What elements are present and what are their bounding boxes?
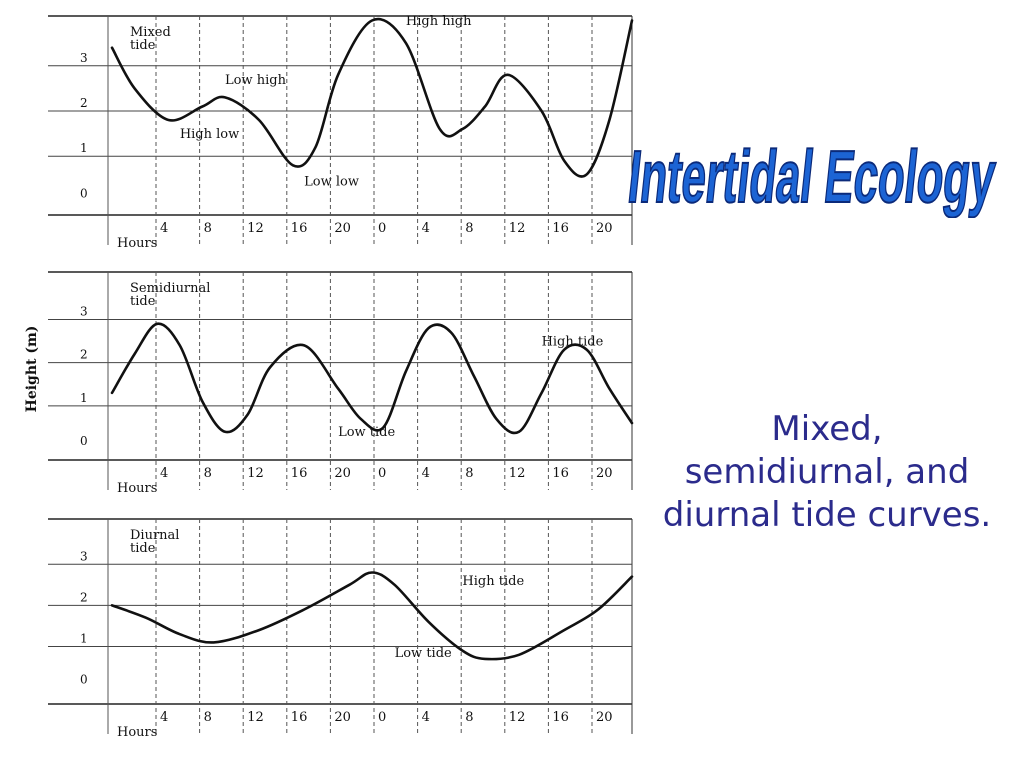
x-tick-label: 20: [334, 710, 351, 725]
x-tick-label: 20: [334, 221, 351, 236]
chart-title-line: Semidiurnal: [130, 281, 210, 296]
chart-title-line: tide: [130, 38, 156, 53]
x-tick-label: 12: [509, 221, 526, 236]
x-tick-label: 16: [291, 710, 308, 725]
y-tick-label: 2: [80, 590, 88, 604]
y-tick-label: 2: [80, 348, 88, 362]
y-tick-label: 1: [80, 391, 88, 405]
slide-caption: Mixed, semidiurnal, and diurnal tide cur…: [662, 409, 992, 535]
x-tick-label: 12: [247, 221, 264, 236]
x-tick-label: 4: [422, 221, 430, 236]
x-tick-label: 8: [465, 221, 473, 236]
x-tick-label: 8: [465, 710, 473, 725]
x-tick-label: 4: [160, 221, 168, 236]
y-axis-label: Height (m): [24, 326, 40, 413]
slide-title: Intertidal Ecology: [628, 135, 999, 218]
x-tick-label: 8: [204, 221, 212, 236]
tide-curve: [110, 571, 634, 661]
x-tick-label: 12: [509, 710, 526, 725]
x-tick-label: 16: [291, 221, 308, 236]
chart-title: Mixed tide: [130, 25, 171, 53]
annotation-label: Low tide: [338, 425, 395, 440]
chart-title: Diurnal tide: [130, 528, 179, 556]
x-tick-label: 8: [204, 466, 212, 481]
x-tick-label: 16: [552, 221, 569, 236]
x-axis-label: Hours: [117, 725, 157, 740]
chart-title-line: Mixed: [130, 25, 171, 40]
y-tick-label: 1: [80, 632, 88, 646]
annotation-label: High tide: [542, 334, 604, 349]
y-tick-label: 3: [80, 305, 88, 319]
x-tick-label: 12: [509, 466, 526, 481]
x-tick-label: 12: [247, 466, 264, 481]
x-tick-label: 20: [596, 466, 613, 481]
annotation-label: High tide: [462, 574, 524, 589]
annotation-label: High high: [406, 14, 472, 29]
x-tick-label: 4: [160, 710, 168, 725]
y-tick-label: 0: [80, 186, 88, 200]
x-tick-label: 8: [465, 466, 473, 481]
annotation-label: Low low: [304, 175, 359, 190]
x-tick-label: 16: [291, 466, 308, 481]
x-tick-label: 0: [378, 221, 386, 236]
tide-curve: [110, 322, 634, 435]
annotation-label: Low tide: [395, 646, 452, 661]
y-tick-label: 0: [80, 434, 88, 448]
x-tick-label: 4: [160, 466, 168, 481]
chart-title-line: tide: [130, 541, 156, 556]
x-tick-label: 12: [247, 710, 264, 725]
chart-title: Semidiurnal tide: [130, 281, 210, 309]
x-tick-label: 4: [422, 466, 430, 481]
annotation-label: High low: [180, 127, 239, 142]
x-axis-label: Hours: [117, 236, 157, 251]
x-tick-label: 0: [378, 466, 386, 481]
x-tick-label: 20: [334, 466, 351, 481]
x-tick-label: 20: [596, 221, 613, 236]
chart-title-line: Diurnal: [130, 528, 179, 543]
y-tick-label: 3: [80, 51, 88, 65]
slide-title-wordart: Intertidal Ecology: [628, 134, 1000, 218]
x-tick-label: 4: [422, 710, 430, 725]
chart-title-line: tide: [130, 294, 156, 309]
x-tick-label: 0: [378, 710, 386, 725]
x-tick-label: 8: [204, 710, 212, 725]
tide-curve: [110, 17, 634, 178]
y-tick-label: 2: [80, 96, 88, 110]
annotation-label: Low high: [225, 73, 287, 88]
x-tick-label: 16: [552, 466, 569, 481]
x-tick-label: 16: [552, 710, 569, 725]
y-tick-label: 3: [80, 549, 88, 563]
y-tick-label: 0: [80, 673, 88, 687]
y-tick-label: 1: [80, 141, 88, 155]
x-axis-label: Hours: [117, 481, 157, 496]
x-tick-label: 20: [596, 710, 613, 725]
